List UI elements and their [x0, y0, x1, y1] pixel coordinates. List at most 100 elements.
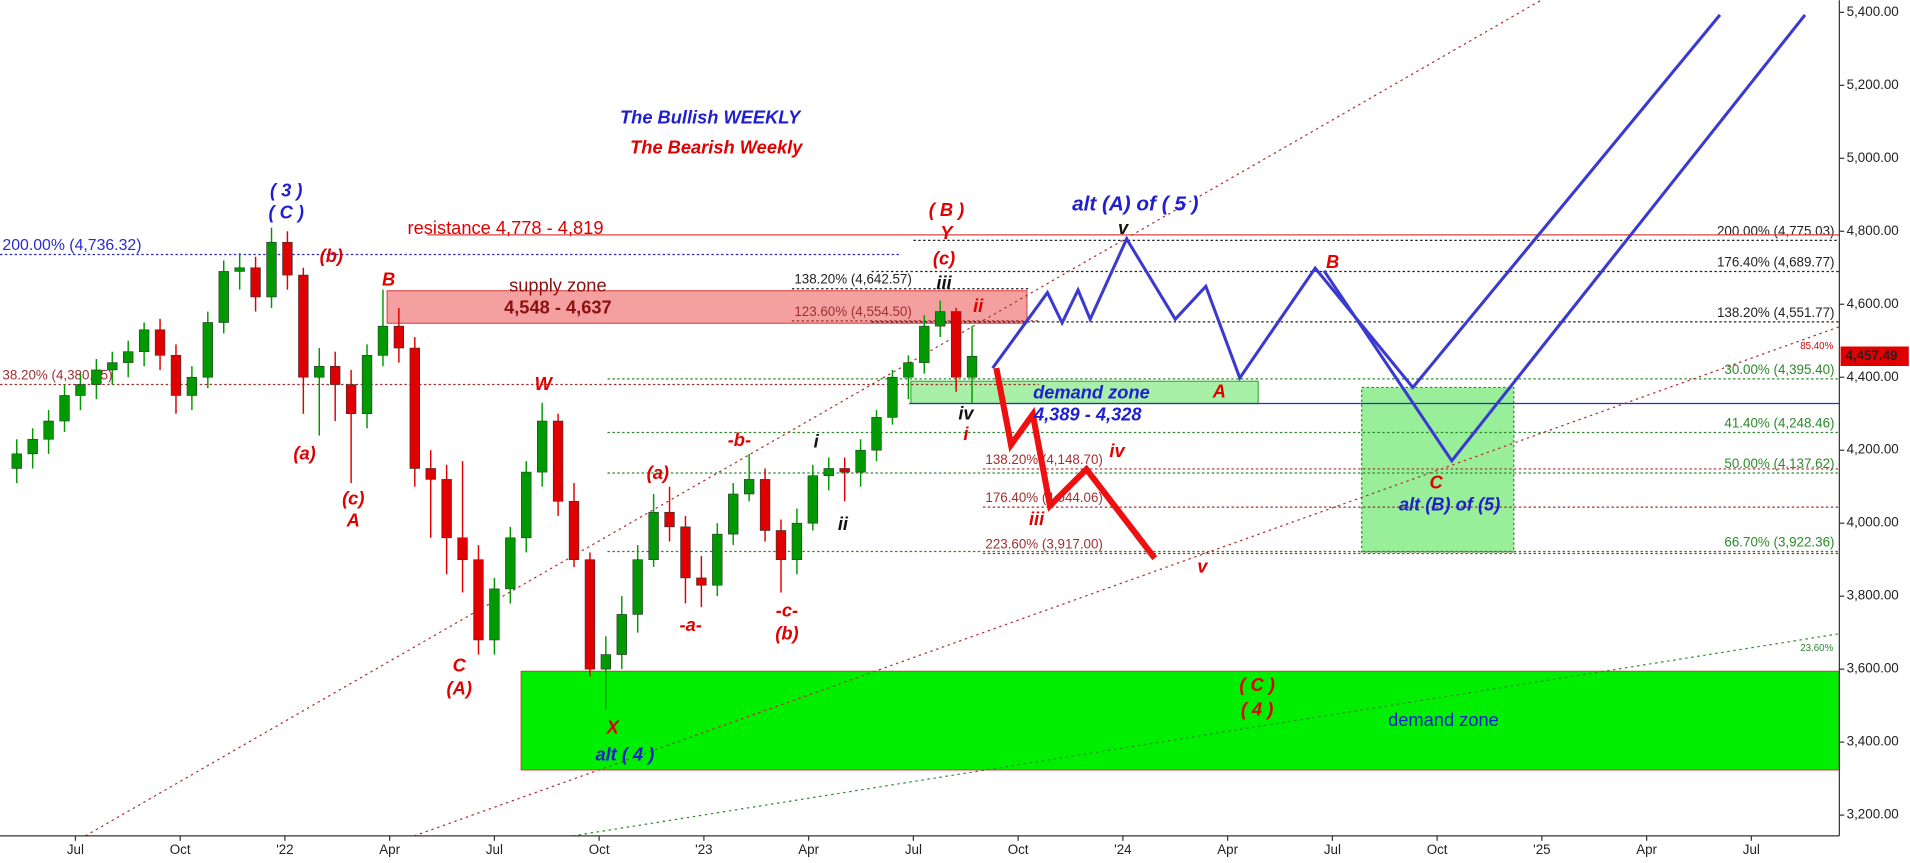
- annotation: (c): [342, 488, 364, 509]
- candle-body: [600, 654, 612, 670]
- x-tick-label: Oct: [1427, 842, 1448, 857]
- annotation: -a-: [680, 614, 702, 635]
- x-tick-label: Jul: [1324, 842, 1341, 857]
- candle-body: [186, 376, 198, 396]
- candles: [11, 227, 978, 710]
- candle-body: [839, 468, 850, 473]
- y-tick-label: 4,800.00: [1847, 223, 1899, 238]
- candle-body: [441, 479, 452, 539]
- annotation: A: [1212, 380, 1226, 401]
- candle-body: [791, 522, 803, 560]
- annotation: B: [1326, 251, 1339, 272]
- candle-body: [696, 577, 707, 586]
- annotation: 4,548 - 4,637: [504, 296, 612, 317]
- x-tick-label: Jul: [1743, 842, 1760, 857]
- candle-body: [521, 471, 532, 539]
- annotation: 85.40%: [1800, 341, 1833, 352]
- candle-body: [266, 241, 277, 298]
- y-tick-label: 3,200.00: [1847, 807, 1899, 822]
- level-label: 176.40% (4,689.77): [1717, 254, 1835, 269]
- annotation: 4,389 - 4,328: [1033, 403, 1142, 424]
- level-label: 138.20% (4,551.77): [1717, 305, 1835, 320]
- annotation: alt (B) of (5): [1399, 494, 1500, 515]
- candle-body: [919, 325, 930, 363]
- zone: [386, 290, 1028, 324]
- candle-body: [807, 475, 819, 524]
- candle-body: [91, 369, 102, 385]
- annotation: ( C ): [268, 201, 304, 222]
- candle-body: [314, 365, 325, 378]
- annotation: iv: [1109, 440, 1125, 461]
- y-tick-label: 4,200.00: [1847, 442, 1899, 457]
- y-tick-label: 5,400.00: [1847, 4, 1899, 19]
- annotation: demand zone: [1033, 382, 1150, 403]
- level-label: 50.00% (4,137.62): [1724, 456, 1834, 471]
- candle-body: [664, 511, 675, 528]
- y-tick-label: 4,600.00: [1847, 296, 1899, 311]
- annotation: -c-: [776, 600, 798, 621]
- annotation: The Bearish Weekly: [630, 137, 803, 158]
- annotations: The Bullish WEEKLY The Bearish Weekly ( …: [268, 106, 1833, 764]
- x-tick-label: Apr: [1217, 842, 1238, 857]
- candle-body: [425, 468, 436, 480]
- annotation: ( B ): [929, 199, 965, 220]
- levels: 200.00% (4,736.32) 38.20% (4,380.15) 138.2…: [0, 223, 1840, 555]
- candle-body: [632, 559, 643, 615]
- candle-body: [138, 329, 150, 352]
- candle-body: [887, 376, 898, 418]
- annotation: iv: [958, 402, 974, 423]
- trend-line: [413, 326, 1840, 837]
- x-tick-label: '23: [695, 842, 712, 857]
- candle-body: [728, 493, 739, 535]
- candle-body: [298, 274, 309, 378]
- candle-body: [282, 241, 293, 276]
- candle-body: [648, 511, 659, 560]
- x-tick-label: '25: [1533, 842, 1550, 857]
- annotation: (a): [647, 462, 669, 483]
- y-tick-label: 3,600.00: [1847, 661, 1899, 676]
- annotation: resistance 4,778 - 4,819: [408, 217, 604, 238]
- candle-body: [75, 384, 86, 396]
- annotation: demand zone: [1388, 709, 1499, 730]
- x-tick-label: Apr: [1636, 842, 1657, 857]
- annotation: iii: [1029, 508, 1045, 529]
- x-tick-label: '22: [276, 842, 293, 857]
- projections: [991, 13, 1807, 561]
- candle-body: [345, 384, 357, 415]
- candle-body: [712, 533, 723, 586]
- level-label: 30.00% (4,395.40): [1724, 362, 1834, 377]
- candle-body: [218, 271, 229, 323]
- y-tick-label: 4,000.00: [1847, 515, 1899, 530]
- annotation: alt ( 4 ): [595, 743, 654, 764]
- candle-body: [966, 355, 978, 378]
- x-tick-label: Apr: [798, 842, 819, 857]
- candle-body: [457, 537, 468, 560]
- annotation: i: [963, 423, 969, 444]
- candle-body: [59, 395, 70, 422]
- level-label: 176.40% (4,044.06): [985, 490, 1103, 505]
- annotation: ( 4 ): [1241, 698, 1273, 719]
- projection-path: [993, 367, 1158, 561]
- x-tick-label: Jul: [486, 842, 503, 857]
- trend-lines: [84, 0, 1840, 837]
- zones: [386, 290, 1840, 771]
- projection-path: [1322, 13, 1807, 464]
- x-tick-label: Apr: [379, 842, 400, 857]
- candle-body: [759, 479, 771, 531]
- x-tick-label: Jul: [905, 842, 922, 857]
- candle-body: [250, 267, 261, 298]
- annotation: ( 3 ): [270, 179, 302, 200]
- y-tick-label: 3,800.00: [1847, 588, 1899, 603]
- candle-body: [107, 362, 118, 371]
- x-tick-label: '24: [1114, 842, 1132, 857]
- candle-body: [536, 420, 548, 473]
- annotation: iii: [936, 272, 952, 293]
- level-label: 200.00% (4,775.03): [1717, 223, 1835, 238]
- x-tick-label: Oct: [1008, 842, 1029, 857]
- candle-body: [330, 365, 341, 385]
- annotation: W: [535, 373, 554, 394]
- x-tick-label: Jul: [67, 842, 84, 857]
- annotation: C: [453, 654, 467, 675]
- y-tick-label: 5,000.00: [1847, 150, 1899, 165]
